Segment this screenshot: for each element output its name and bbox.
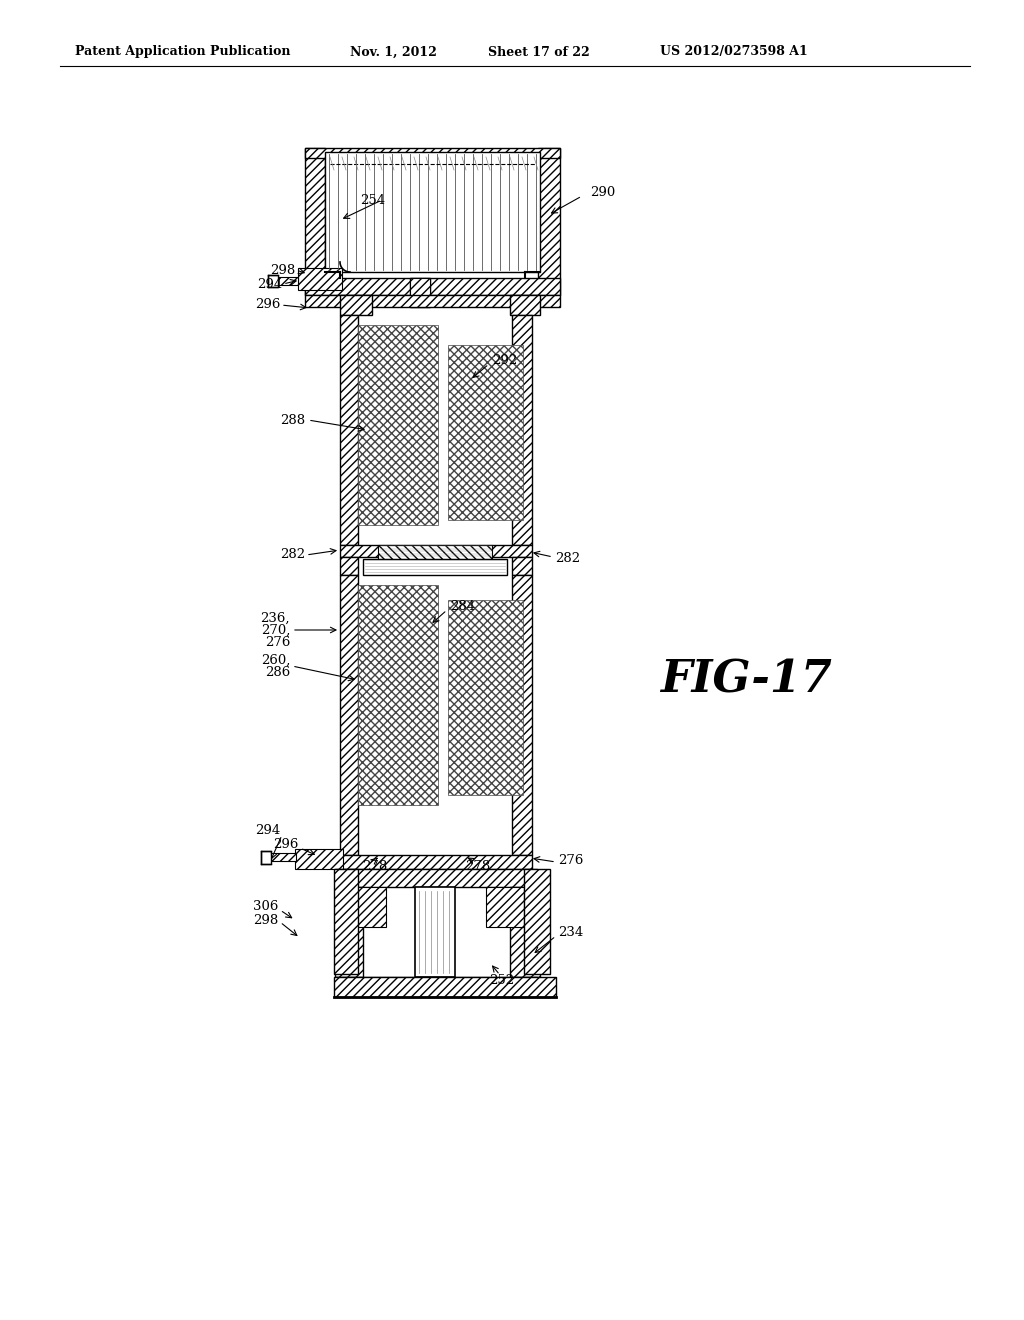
Bar [362, 558, 507, 576]
Bar [334, 869, 358, 974]
Bar [268, 275, 278, 286]
Bar [305, 148, 325, 294]
Text: 276: 276 [264, 635, 290, 648]
Bar [340, 855, 532, 869]
Bar [261, 851, 271, 865]
Text: Sheet 17 of 22: Sheet 17 of 22 [488, 45, 590, 58]
Text: 296: 296 [255, 298, 280, 312]
Bar [340, 576, 358, 855]
Bar [295, 849, 343, 869]
Bar [298, 268, 342, 290]
Bar [325, 152, 540, 272]
Bar [410, 279, 430, 308]
Bar [415, 887, 455, 977]
Text: 292: 292 [492, 354, 517, 367]
Bar [524, 869, 550, 974]
Bar [340, 557, 358, 576]
Bar [340, 545, 532, 557]
Bar [358, 585, 438, 805]
Bar [335, 887, 362, 977]
Text: 290: 290 [590, 186, 615, 199]
Bar [449, 601, 523, 795]
Text: 236,: 236, [260, 611, 290, 624]
Text: 296: 296 [272, 838, 298, 851]
Bar [512, 576, 532, 855]
Text: 278: 278 [362, 861, 388, 874]
Text: 294: 294 [255, 824, 280, 837]
Text: 282: 282 [280, 549, 305, 561]
Bar [510, 294, 540, 315]
Text: 234: 234 [558, 927, 584, 940]
Text: 252: 252 [489, 974, 515, 986]
Text: 306: 306 [253, 900, 278, 913]
Text: 284: 284 [450, 601, 475, 614]
Text: Patent Application Publication: Patent Application Publication [75, 45, 291, 58]
Bar [340, 294, 372, 315]
Bar [358, 325, 438, 525]
Text: 276: 276 [558, 854, 584, 866]
Text: 294: 294 [257, 277, 282, 290]
Bar [512, 315, 532, 545]
Bar [510, 887, 540, 977]
Bar [340, 315, 358, 545]
Text: US 2012/0273598 A1: US 2012/0273598 A1 [660, 45, 808, 58]
Bar [378, 545, 492, 558]
Bar [538, 148, 560, 294]
Bar [268, 853, 296, 861]
Text: 260,: 260, [261, 653, 290, 667]
Text: 282: 282 [555, 552, 581, 565]
Bar [305, 294, 560, 308]
Bar [449, 345, 523, 520]
Text: 298: 298 [253, 913, 278, 927]
Text: 278: 278 [465, 861, 490, 874]
Text: FIG-17: FIG-17 [660, 659, 831, 701]
Bar [305, 148, 560, 158]
Text: 298: 298 [269, 264, 295, 276]
Text: 286: 286 [265, 665, 290, 678]
Text: 254: 254 [360, 194, 385, 206]
Bar [305, 279, 560, 294]
Bar [334, 977, 556, 997]
Bar [335, 977, 537, 993]
Bar [512, 557, 532, 576]
Bar [348, 887, 386, 927]
Bar [335, 869, 537, 887]
Bar [274, 277, 298, 285]
Bar [410, 279, 430, 308]
Bar [486, 887, 524, 927]
Text: 270,: 270, [261, 623, 290, 636]
Text: 288: 288 [280, 413, 305, 426]
Text: Nov. 1, 2012: Nov. 1, 2012 [350, 45, 437, 58]
